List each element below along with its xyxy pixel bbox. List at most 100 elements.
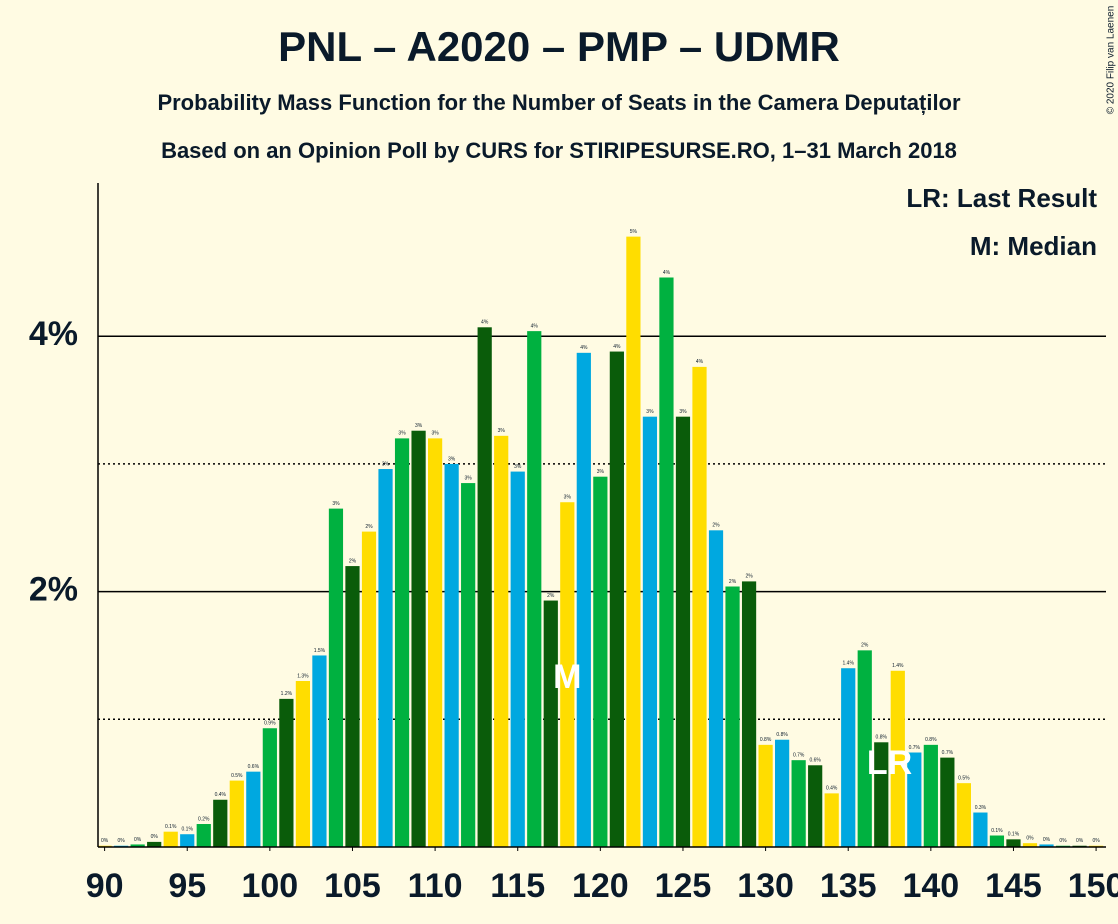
value-label: 0% (1092, 838, 1100, 844)
value-label: 0% (1059, 838, 1067, 844)
value-label: 0.7% (909, 745, 921, 751)
value-label: 0% (1076, 838, 1084, 844)
value-label: 0.4% (215, 792, 227, 798)
value-label: 2% (349, 558, 357, 564)
bar (361, 531, 377, 847)
bar (510, 471, 525, 847)
bar (147, 841, 162, 847)
x-tick-label: 110 (408, 867, 463, 905)
bar (295, 681, 311, 847)
bar (824, 793, 839, 847)
bar (808, 765, 823, 847)
bar (841, 668, 856, 847)
bar (378, 469, 393, 847)
value-label: 0.3% (975, 805, 987, 811)
bar (659, 277, 674, 847)
bar (923, 744, 938, 847)
bar (543, 600, 558, 847)
value-label: 2% (712, 523, 720, 529)
x-tick-label: 120 (572, 867, 629, 905)
value-label: 2% (365, 524, 373, 530)
x-tick-label: 105 (324, 867, 381, 905)
value-label: 4% (580, 345, 588, 351)
value-label: 3% (498, 428, 506, 434)
bar (312, 655, 327, 847)
bar (940, 757, 955, 847)
bar (907, 752, 922, 847)
value-label: 1.5% (314, 648, 326, 654)
bar (758, 744, 773, 847)
value-label: 0% (101, 838, 109, 844)
value-label: 0.8% (776, 732, 788, 738)
value-label: 2% (547, 593, 555, 599)
value-label: 4% (663, 270, 671, 276)
value-label: 0.1% (182, 827, 194, 833)
bar (411, 430, 426, 847)
value-label: 0.1% (991, 828, 1003, 834)
value-label: 0% (1043, 837, 1051, 843)
x-tick-label: 100 (241, 867, 298, 905)
bar (427, 438, 443, 847)
value-label: 0.2% (198, 816, 210, 822)
value-label: 2% (729, 579, 737, 585)
bar (444, 463, 459, 847)
bar (494, 435, 509, 847)
bar (394, 438, 410, 847)
value-label: 0.7% (942, 750, 954, 756)
value-label: 0.4% (826, 786, 838, 792)
value-label: 3% (332, 501, 340, 507)
bar (527, 331, 542, 848)
bar (956, 783, 971, 847)
value-label: 3% (431, 431, 439, 437)
value-label: 5% (630, 229, 638, 235)
x-tick-label: 150 (1068, 867, 1118, 905)
value-label: 2% (861, 643, 869, 649)
bar (626, 236, 641, 848)
bar (461, 483, 476, 847)
x-tick-label: 115 (490, 867, 545, 905)
value-label: 0% (151, 834, 159, 840)
chart-title: PNL – A2020 – PMP – UDMR (278, 23, 840, 70)
value-label: 3% (465, 475, 473, 481)
value-label: 3% (597, 469, 605, 475)
value-label: 1.4% (843, 661, 855, 667)
bar (874, 742, 889, 847)
value-label: 2% (745, 574, 753, 580)
bar (262, 728, 277, 847)
bar (973, 812, 988, 847)
value-label: 0% (1026, 835, 1034, 841)
bar (692, 366, 707, 847)
bar (345, 566, 360, 847)
bar (130, 844, 145, 847)
value-label: 0.1% (1008, 832, 1020, 838)
bar (196, 824, 211, 847)
value-label: 3% (382, 461, 390, 467)
bar (477, 327, 492, 847)
bar (1039, 844, 1054, 847)
value-label: 1.2% (281, 691, 293, 697)
bar (576, 352, 591, 847)
x-tick-label: 90 (86, 867, 124, 905)
copyright: © 2020 Filip van Laenen (1106, 6, 1117, 115)
value-label: 3% (679, 409, 687, 415)
value-label: 0.7% (793, 752, 805, 758)
bar (1006, 839, 1021, 847)
value-label: 0.6% (809, 758, 821, 764)
value-label: 1.4% (892, 663, 904, 669)
bar (213, 799, 228, 847)
bar (279, 698, 294, 847)
bar (609, 351, 624, 847)
x-tick-label: 145 (985, 867, 1042, 905)
legend-note: M: Median (970, 231, 1097, 261)
x-tick-label: 130 (737, 867, 794, 905)
value-label: 3% (398, 431, 406, 437)
value-label: 0% (118, 838, 126, 844)
value-label: 4% (481, 320, 489, 326)
bar (180, 834, 195, 847)
value-label: 1.3% (297, 673, 309, 679)
chart-subtitle: Based on an Opinion Poll by CURS for STI… (161, 138, 957, 163)
x-tick-label: 140 (902, 867, 959, 905)
bar (328, 508, 344, 847)
value-label: 0.1% (165, 824, 177, 830)
